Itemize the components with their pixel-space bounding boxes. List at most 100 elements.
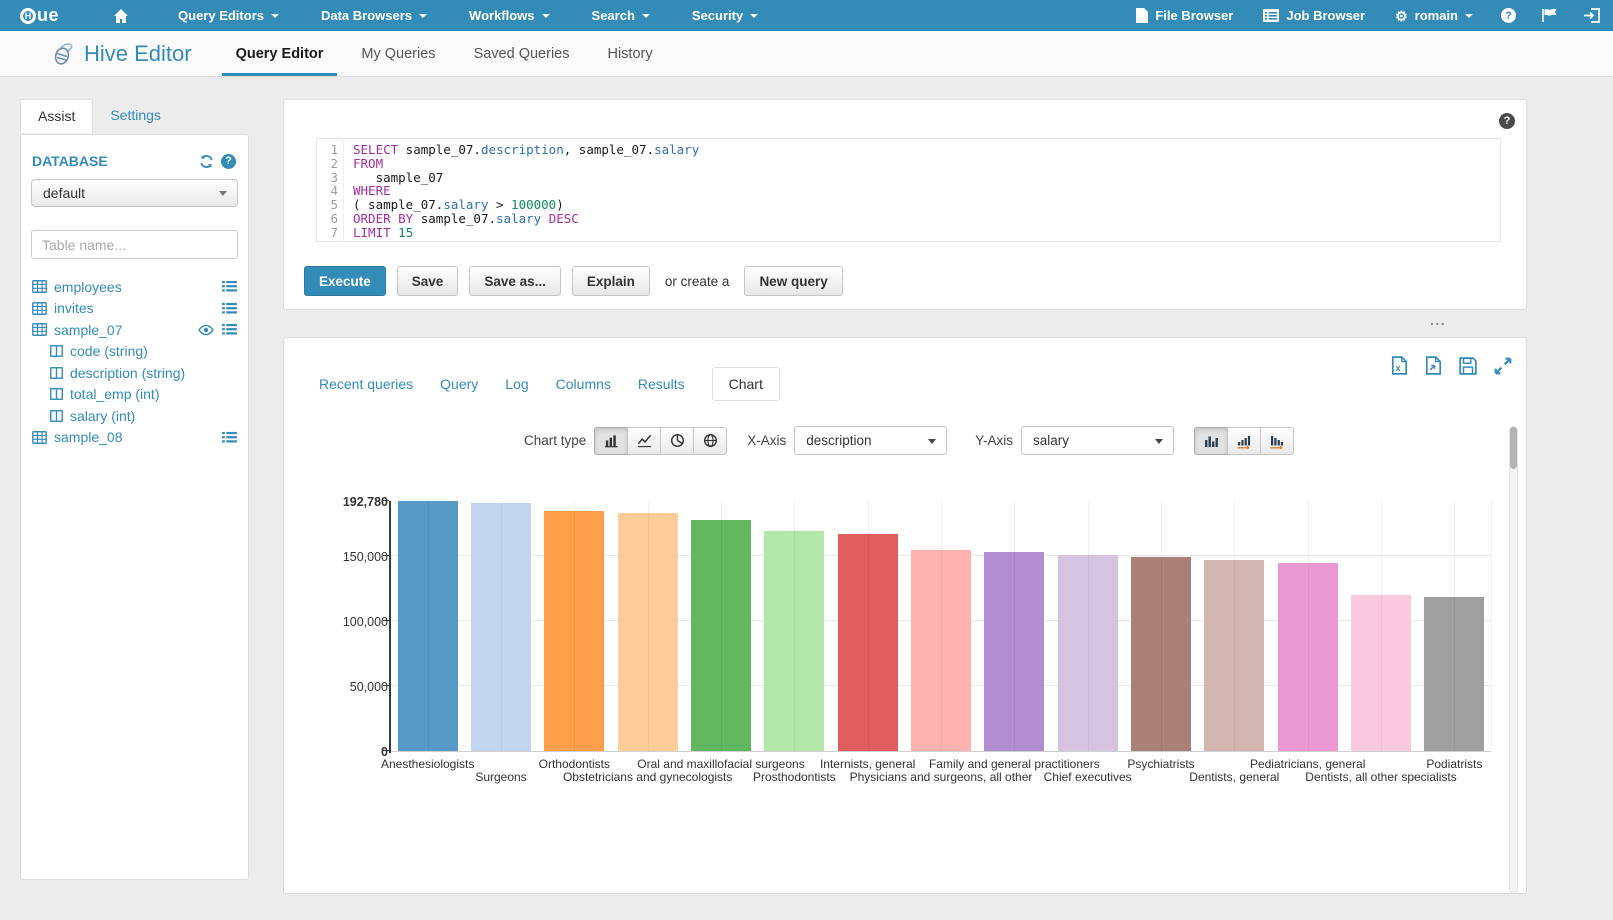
help-icon[interactable]: ? bbox=[221, 154, 236, 169]
menu-icon[interactable] bbox=[222, 431, 237, 444]
chevron-down-icon bbox=[271, 14, 279, 18]
hive-bee-icon bbox=[50, 41, 76, 67]
expand-icon[interactable] bbox=[1494, 357, 1512, 375]
tab-results[interactable]: Results bbox=[638, 368, 685, 400]
chart-type-line-chart-icon[interactable] bbox=[627, 427, 661, 455]
vertical-scrollbar[interactable] bbox=[1509, 426, 1518, 894]
sql-line: WHERE bbox=[353, 184, 699, 198]
nav-menu-data-browsers[interactable]: Data Browsers bbox=[300, 0, 448, 31]
panel-resize-handle[interactable]: ... bbox=[1430, 312, 1446, 328]
gridline-vertical bbox=[794, 501, 795, 751]
sidebar-table-invites[interactable]: invites bbox=[32, 298, 237, 320]
gridline-vertical bbox=[941, 501, 942, 751]
tab-log[interactable]: Log bbox=[505, 368, 528, 400]
hive-editor-logo[interactable]: Hive Editor bbox=[50, 41, 192, 67]
table-name: sample_08 bbox=[54, 429, 123, 445]
sql-line: LIMIT 15 bbox=[353, 226, 699, 240]
user-menu[interactable]: ⚙︎ romain bbox=[1380, 0, 1488, 31]
tab-saved-queries[interactable]: Saved Queries bbox=[455, 31, 589, 76]
chart-type-bar-chart-icon[interactable] bbox=[594, 427, 628, 455]
table-icon bbox=[32, 302, 47, 315]
save-button[interactable]: Save bbox=[397, 266, 459, 296]
sidebar-column-salary[interactable]: salary (int) bbox=[32, 405, 237, 427]
tab-my-queries[interactable]: My Queries bbox=[342, 31, 454, 76]
sql-line: sample_07 bbox=[353, 171, 699, 185]
save-as-button[interactable]: Save as... bbox=[469, 266, 561, 296]
x-axis-select-value: description bbox=[806, 433, 871, 448]
menu-icon[interactable] bbox=[222, 302, 237, 315]
nav-job-browser[interactable]: Job Browser bbox=[1248, 0, 1380, 31]
assist-panel: DATABASE ? default Table name... employe… bbox=[20, 134, 249, 880]
x-axis-select[interactable]: description bbox=[794, 426, 947, 455]
eye-icon[interactable] bbox=[198, 324, 214, 336]
menu-icon[interactable] bbox=[222, 280, 237, 293]
sidebar-table-employees[interactable]: employees bbox=[32, 276, 237, 298]
home-icon[interactable] bbox=[85, 8, 157, 24]
nav-help-icon[interactable]: ? bbox=[1488, 0, 1529, 31]
nav-logout-icon[interactable] bbox=[1571, 0, 1613, 31]
query-editor-panel: ? 1234567 SELECT sample_07.description, … bbox=[283, 99, 1527, 310]
sidebar-column-total-emp[interactable]: total_emp (int) bbox=[32, 384, 237, 406]
chart-type-map-chart-icon[interactable] bbox=[693, 427, 727, 455]
nav-menu-workflows[interactable]: Workflows bbox=[448, 0, 571, 31]
tab-query[interactable]: Query bbox=[440, 368, 478, 400]
sidebar-column-description[interactable]: description (string) bbox=[32, 362, 237, 384]
line-number: 1 bbox=[317, 143, 343, 157]
sort-none-icon[interactable] bbox=[1194, 427, 1228, 455]
tab-recent-queries[interactable]: Recent queries bbox=[319, 368, 413, 400]
save-icon[interactable] bbox=[1459, 357, 1477, 375]
line-number: 3 bbox=[317, 171, 343, 185]
nav-menu-label: Security bbox=[692, 8, 743, 23]
table-filter-input[interactable]: Table name... bbox=[31, 230, 238, 259]
sql-code-editor[interactable]: 1234567 SELECT sample_07.description, sa… bbox=[316, 138, 1501, 242]
table-icon bbox=[32, 280, 47, 293]
chevron-down-icon bbox=[1155, 439, 1163, 444]
table-actions bbox=[198, 323, 237, 336]
nav-menu-security[interactable]: Security bbox=[671, 0, 779, 31]
menu-icon[interactable] bbox=[222, 323, 237, 336]
help-icon[interactable]: ? bbox=[1499, 113, 1515, 129]
nav-menu-label: Data Browsers bbox=[321, 8, 412, 23]
tab-assist[interactable]: Assist bbox=[20, 99, 93, 133]
nav-menu-query-editors[interactable]: Query Editors bbox=[157, 0, 300, 31]
gridline-vertical bbox=[574, 501, 575, 751]
hue-logo-text: ue bbox=[37, 5, 59, 26]
download-excel-icon[interactable]: x bbox=[1391, 356, 1408, 375]
logout-icon bbox=[1584, 8, 1600, 23]
table-icon bbox=[32, 431, 47, 444]
sidebar-column-code[interactable]: code (string) bbox=[32, 341, 237, 363]
y-axis-select[interactable]: salary bbox=[1021, 426, 1174, 455]
scrollbar-thumb[interactable] bbox=[1510, 427, 1517, 469]
download-file-icon[interactable] bbox=[1425, 356, 1442, 375]
tab-settings[interactable]: Settings bbox=[93, 99, 178, 133]
explain-button[interactable]: Explain bbox=[572, 266, 650, 296]
y-axis-tick bbox=[383, 500, 389, 501]
y-axis-tick-label: 100,000 bbox=[343, 615, 388, 629]
nav-menu-search[interactable]: Search bbox=[571, 0, 671, 31]
sidebar-table-sample-07[interactable]: sample_07 bbox=[32, 319, 237, 341]
tab-history[interactable]: History bbox=[588, 31, 671, 76]
or-create-a-text: or create a bbox=[665, 274, 730, 289]
y-axis-select-value: salary bbox=[1033, 433, 1069, 448]
tab-query-editor[interactable]: Query Editor bbox=[217, 31, 343, 76]
chevron-down-icon bbox=[928, 439, 936, 444]
nav-flag-icon[interactable] bbox=[1529, 0, 1571, 31]
refresh-icon[interactable] bbox=[199, 154, 214, 169]
hue-logo[interactable]: H ue bbox=[0, 5, 85, 26]
app-title: Hive Editor bbox=[84, 41, 192, 67]
chart-type-pie-chart-icon[interactable] bbox=[660, 427, 694, 455]
sidebar-table-sample-08[interactable]: sample_08 bbox=[32, 427, 237, 449]
tab-chart[interactable]: Chart bbox=[712, 367, 780, 401]
table-name: employees bbox=[54, 279, 122, 295]
sort-descending-icon[interactable] bbox=[1260, 427, 1294, 455]
tab-columns[interactable]: Columns bbox=[556, 368, 611, 400]
hue-screen: H ue Query Editors Data Browsers Workflows… bbox=[0, 0, 1613, 920]
gridline-vertical bbox=[1088, 501, 1089, 751]
column-name: salary (int) bbox=[70, 408, 135, 424]
nav-file-browser[interactable]: File Browser bbox=[1120, 0, 1248, 31]
database-select[interactable]: default bbox=[31, 179, 238, 207]
sort-ascending-icon[interactable] bbox=[1227, 427, 1261, 455]
gridline-vertical bbox=[1014, 501, 1015, 751]
new-query-button[interactable]: New query bbox=[744, 266, 842, 296]
execute-button[interactable]: Execute bbox=[304, 266, 386, 296]
